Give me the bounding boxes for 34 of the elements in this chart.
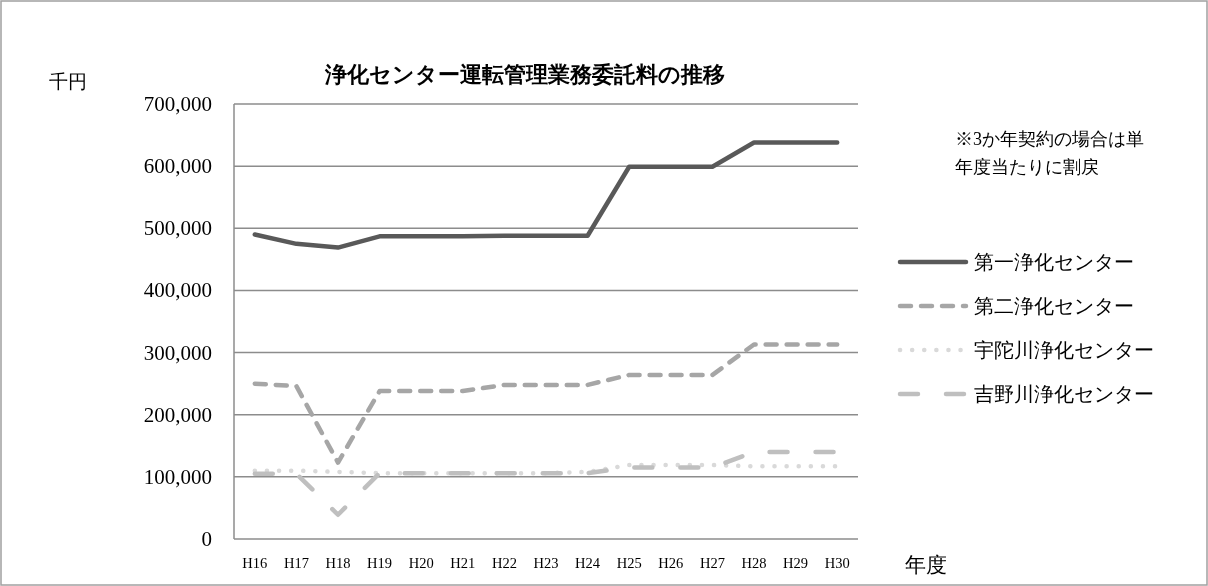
x-tick-label: H22 — [491, 555, 517, 571]
line-series — [252, 462, 840, 476]
y-tick-label: 500,000 — [143, 216, 212, 241]
line-series — [252, 140, 840, 250]
x-axis-title: 年度 — [905, 553, 947, 577]
y-tick-label: 300,000 — [143, 340, 212, 365]
x-tick-label: H29 — [783, 555, 809, 571]
y-tick-label: 700,000 — [143, 92, 212, 116]
x-tick-label: H26 — [658, 555, 684, 571]
x-tick-label: H17 — [283, 555, 309, 571]
x-tick-label: H24 — [575, 555, 601, 571]
text: ※3か年契約の場合は単年度当たりに割戻 — [955, 128, 1145, 179]
x-tick-label: H28 — [741, 555, 767, 571]
y-tick-label: 400,000 — [143, 278, 212, 303]
chart-title: 浄化センター運転管理業務委託料の推移 — [324, 62, 725, 87]
x-tick-label: H25 — [616, 555, 642, 571]
legend-label: 第一浄化センター — [974, 251, 1134, 273]
legend-label: 宇陀川浄化センター — [974, 339, 1154, 361]
x-tick-label: H18 — [325, 555, 351, 571]
y-tick-label: 0 — [201, 527, 212, 551]
x-tick-label: H16 — [242, 555, 268, 571]
x-tick-label: H23 — [533, 555, 559, 571]
line-series — [252, 342, 840, 465]
x-tick-label: H20 — [408, 555, 434, 571]
x-tick-label: H19 — [367, 555, 393, 571]
y-axis-title: 千円 — [49, 71, 87, 92]
y-tick-label: 200,000 — [143, 402, 212, 427]
y-tick-label: 100,000 — [143, 464, 212, 489]
y-tick-label: 600,000 — [143, 154, 212, 179]
x-tick-label: H27 — [699, 555, 725, 571]
legend-label: 吉野川浄化センター — [974, 383, 1154, 405]
legend-label: 第二浄化センター — [974, 295, 1134, 317]
x-tick-label: H30 — [824, 555, 850, 571]
x-tick-label: H21 — [450, 555, 476, 571]
